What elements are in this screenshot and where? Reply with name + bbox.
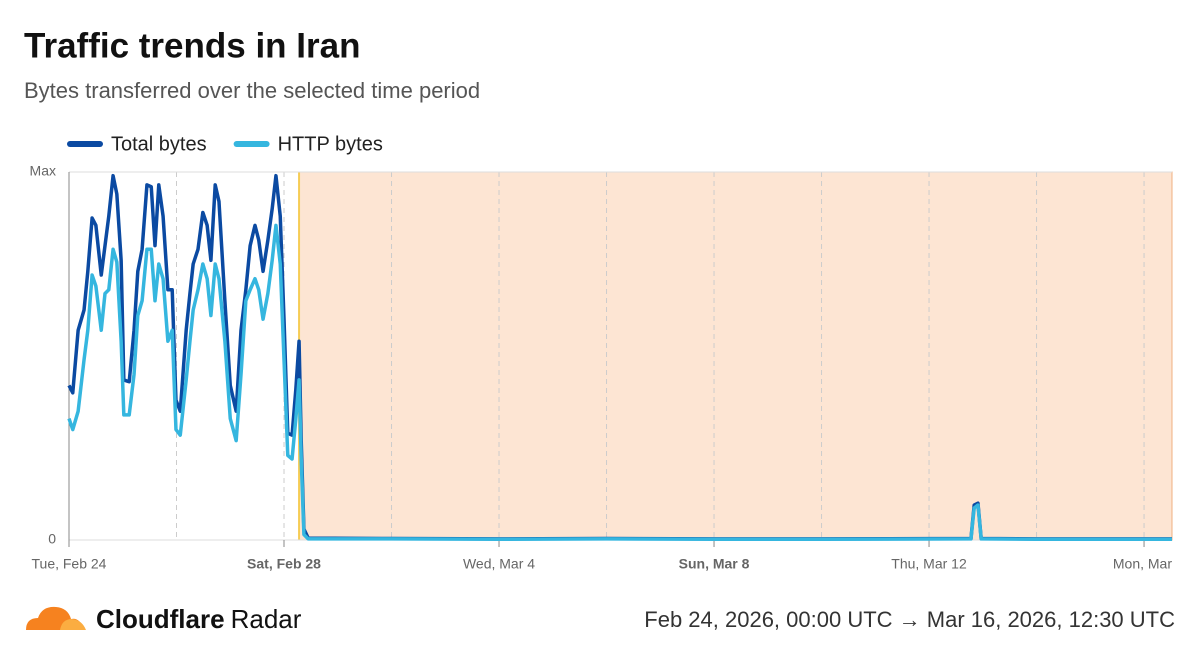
x-tick-label: Wed, Mar 4 bbox=[463, 556, 535, 572]
highlight-region bbox=[298, 171, 1173, 541]
plot-area: 0 Max Tue, Feb 24 Sat, Feb 28 Wed, Mar 4 Sun,… bbox=[30, 163, 1173, 572]
x-tick-label: Tue, Feb 24 bbox=[32, 556, 107, 572]
series-line bbox=[67, 223, 1172, 542]
chart-title: Traffic trends in Iran bbox=[24, 26, 360, 65]
x-tick-label: Mon, Mar bbox=[1113, 556, 1172, 572]
y-tick-label: 0 bbox=[48, 531, 56, 547]
product: Radar bbox=[231, 604, 302, 634]
footer-period: Feb 24, 2026, 00:00 UTC → Mar 16, 2026, … bbox=[644, 607, 1175, 632]
chart-subtitle: Bytes transferred over the selected time… bbox=[24, 78, 480, 103]
brand: Cloudflare bbox=[96, 604, 225, 634]
legend-label: HTTP bytes bbox=[278, 133, 383, 155]
footer-brand: Cloudflare Radar bbox=[96, 604, 302, 634]
legend-label: Total bytes bbox=[111, 133, 207, 155]
cloudflare-logo bbox=[26, 606, 86, 630]
x-tick-label: Sun, Mar 8 bbox=[679, 556, 750, 572]
x-tick-label: Thu, Mar 12 bbox=[891, 556, 967, 572]
x-tick-label: Sat, Feb 28 bbox=[247, 556, 321, 572]
y-tick-label: Max bbox=[30, 163, 56, 179]
